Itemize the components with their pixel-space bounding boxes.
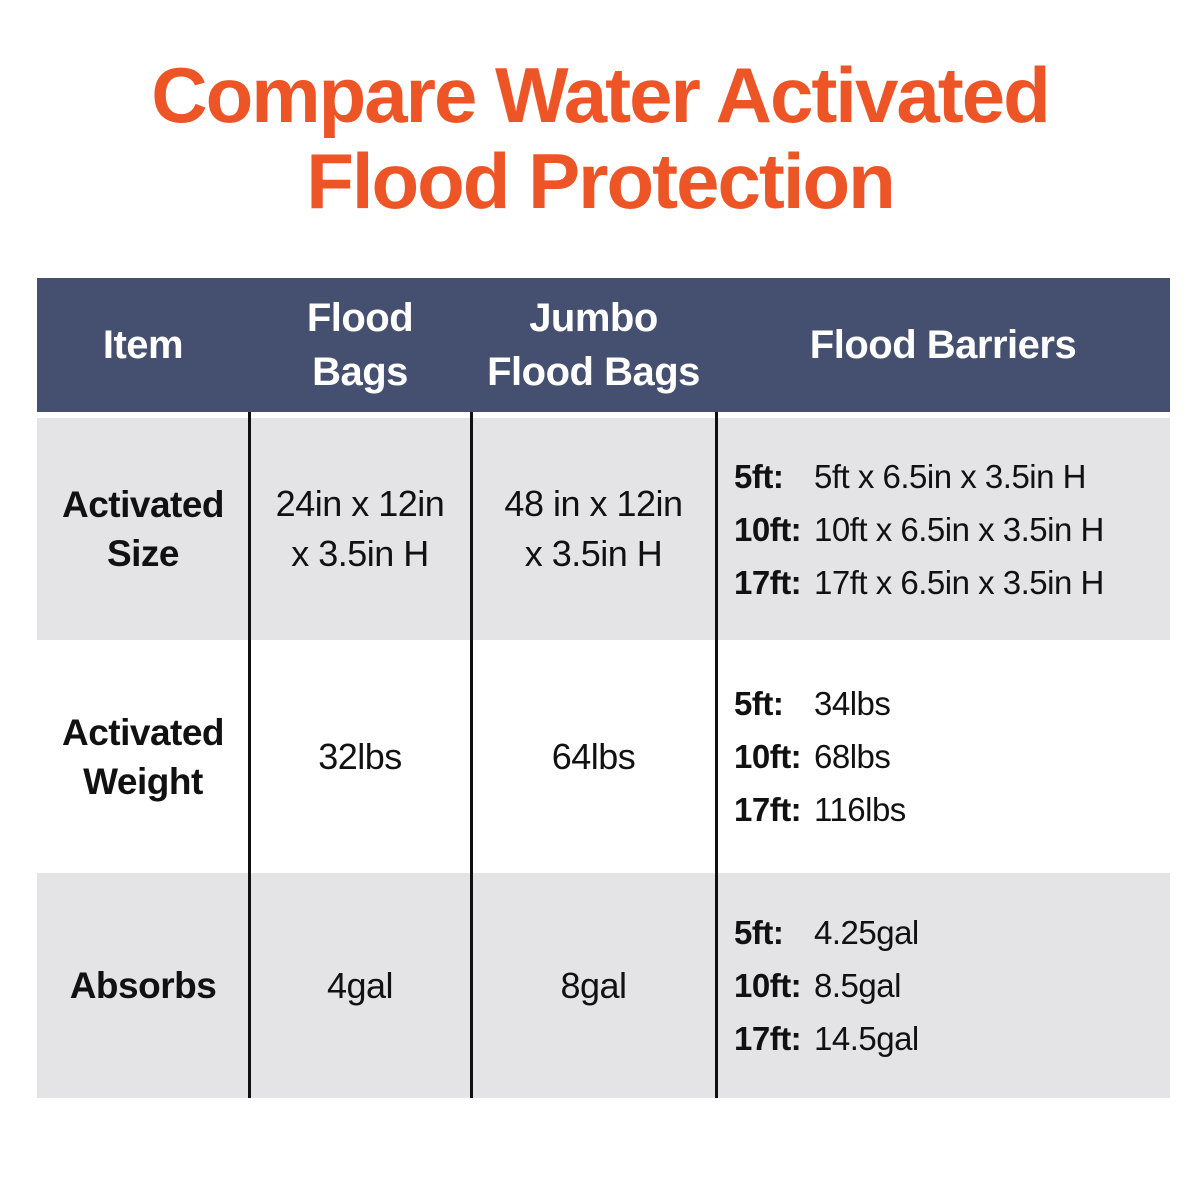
barrier-weight-17ft: 17ft: 116lbs	[734, 791, 906, 828]
row-label-activated-weight: Activated Weight	[61, 711, 225, 802]
header-flood-barriers: Flood Barriers	[716, 318, 1170, 372]
barrier-absorbs-5ft: 5ft: 4.25gal	[734, 914, 919, 951]
header-item: Item	[37, 318, 249, 372]
page-title-line1: Compare Water Activated	[151, 51, 1050, 139]
cell-barriers-absorbs: 5ft: 4.25gal 10ft: 8.5gal 17ft: 14.5gal	[716, 906, 1170, 1065]
barrier-weight-5ft: 5ft: 34lbs	[734, 685, 891, 722]
page-title: Compare Water Activated Flood Protection	[0, 0, 1200, 224]
barrier-weight-10ft: 10ft: 68lbs	[734, 738, 891, 775]
barrier-size-5ft: 5ft: 5ft x 6.5in x 3.5in H	[734, 457, 1086, 495]
column-separator-3	[715, 412, 718, 1098]
cell-jumbo-weight: 64lbs	[551, 735, 636, 777]
cell-barriers-size: 5ft: 5ft x 6.5in x 3.5in H 10ft: 10ft x …	[716, 450, 1170, 609]
table-row-absorbs: Absorbs 4gal 8gal 5ft: 4.25gal 10ft: 8.5…	[37, 873, 1170, 1098]
cell-jumbo-size: 48 in x 12in x 3.5in H	[504, 483, 683, 574]
table-row-activated-weight: Activated Weight 32lbs 64lbs 5ft: 34lbs …	[37, 640, 1170, 873]
header-flood-bags-line2: Bags	[312, 350, 408, 394]
comparison-table: Item Flood Bags Jumbo Flood Bags Flood B…	[37, 278, 1170, 1098]
cell-flood-bags-weight: 32lbs	[318, 735, 402, 777]
header-jumbo-line2: Flood Bags	[487, 350, 700, 394]
page-title-line2: Flood Protection	[306, 137, 896, 225]
barrier-size-10ft: 10ft: 10ft x 6.5in x 3.5in H	[734, 510, 1104, 548]
table-row-activated-size: Activated Size 24in x 12in x 3.5in H 48 …	[37, 418, 1170, 640]
cell-flood-bags-size: 24in x 12in x 3.5in H	[275, 483, 445, 574]
header-jumbo-flood-bags: Jumbo Flood Bags	[471, 291, 716, 399]
barrier-absorbs-10ft: 10ft: 8.5gal	[734, 967, 901, 1004]
barrier-size-17ft: 17ft: 17ft x 6.5in x 3.5in H	[734, 563, 1104, 601]
header-flood-barriers-label: Flood Barriers	[809, 323, 1077, 367]
header-body-divider	[37, 412, 1170, 418]
column-separator-1	[248, 412, 251, 1098]
header-flood-bags: Flood Bags	[249, 291, 471, 399]
header-item-label: Item	[102, 323, 184, 367]
column-separator-2	[470, 412, 473, 1098]
header-flood-bags-line1: Flood	[306, 296, 414, 340]
cell-flood-bags-absorbs: 4gal	[326, 964, 394, 1006]
table-header-row: Item Flood Bags Jumbo Flood Bags Flood B…	[37, 278, 1170, 412]
header-jumbo-line1: Jumbo	[529, 296, 658, 340]
row-label-activated-size: Activated Size	[61, 484, 225, 574]
cell-jumbo-absorbs: 8gal	[560, 964, 627, 1006]
cell-barriers-weight: 5ft: 34lbs 10ft: 68lbs 17ft: 116lbs	[716, 677, 1170, 836]
barrier-absorbs-17ft: 17ft: 14.5gal	[734, 1020, 919, 1057]
row-label-absorbs: Absorbs	[69, 965, 217, 1006]
